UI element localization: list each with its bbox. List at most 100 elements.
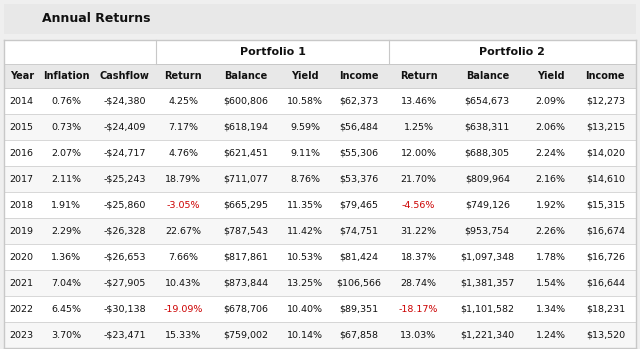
Text: 2.07%: 2.07% xyxy=(51,149,81,157)
Bar xyxy=(4,88,636,114)
Bar xyxy=(4,140,636,166)
Text: 2.29%: 2.29% xyxy=(51,227,81,236)
Text: 2022: 2022 xyxy=(10,304,34,313)
Text: -3.05%: -3.05% xyxy=(166,200,200,209)
Text: 2021: 2021 xyxy=(10,279,34,288)
Text: -$27,905: -$27,905 xyxy=(104,279,146,288)
Text: $1,221,340: $1,221,340 xyxy=(460,331,515,340)
Text: 4.76%: 4.76% xyxy=(168,149,198,157)
Text: 2023: 2023 xyxy=(10,331,34,340)
Text: 11.42%: 11.42% xyxy=(287,227,323,236)
Text: $13,215: $13,215 xyxy=(586,122,625,132)
Text: $106,566: $106,566 xyxy=(337,279,381,288)
Text: $13,520: $13,520 xyxy=(586,331,625,340)
Bar xyxy=(4,64,636,88)
Text: 2.06%: 2.06% xyxy=(536,122,566,132)
Text: 1.78%: 1.78% xyxy=(536,252,566,261)
Text: $809,964: $809,964 xyxy=(465,174,510,184)
Text: 12.00%: 12.00% xyxy=(401,149,436,157)
Text: $18,231: $18,231 xyxy=(586,304,625,313)
Text: $749,126: $749,126 xyxy=(465,200,510,209)
Text: Yield: Yield xyxy=(291,71,319,81)
Text: $89,351: $89,351 xyxy=(339,304,379,313)
Text: Income: Income xyxy=(586,71,625,81)
Text: -$26,653: -$26,653 xyxy=(104,252,146,261)
Text: 2.24%: 2.24% xyxy=(536,149,566,157)
Text: 1.36%: 1.36% xyxy=(51,252,81,261)
Text: 2.11%: 2.11% xyxy=(51,174,81,184)
Text: -$24,717: -$24,717 xyxy=(104,149,146,157)
Text: $618,194: $618,194 xyxy=(223,122,268,132)
Bar xyxy=(4,192,636,218)
Text: $16,644: $16,644 xyxy=(586,279,625,288)
Text: Cashflow: Cashflow xyxy=(100,71,150,81)
Text: 1.92%: 1.92% xyxy=(536,200,566,209)
Text: 11.35%: 11.35% xyxy=(287,200,323,209)
Text: 2018: 2018 xyxy=(10,200,34,209)
Text: 1.54%: 1.54% xyxy=(536,279,566,288)
Text: 8.76%: 8.76% xyxy=(290,174,320,184)
Text: 31.22%: 31.22% xyxy=(401,227,436,236)
Text: 1.25%: 1.25% xyxy=(403,122,433,132)
Text: $621,451: $621,451 xyxy=(223,149,268,157)
Text: -$25,243: -$25,243 xyxy=(104,174,146,184)
Text: -$24,409: -$24,409 xyxy=(104,122,146,132)
Text: $654,673: $654,673 xyxy=(465,97,510,105)
Text: $953,754: $953,754 xyxy=(465,227,510,236)
Text: 2019: 2019 xyxy=(10,227,34,236)
Bar xyxy=(156,40,388,64)
Text: -19.09%: -19.09% xyxy=(164,304,203,313)
Text: -$30,138: -$30,138 xyxy=(104,304,146,313)
Text: 18.37%: 18.37% xyxy=(401,252,436,261)
Text: $759,002: $759,002 xyxy=(223,331,268,340)
Bar xyxy=(388,40,636,64)
Text: 10.53%: 10.53% xyxy=(287,252,323,261)
Text: $711,077: $711,077 xyxy=(223,174,268,184)
Text: $67,858: $67,858 xyxy=(340,331,378,340)
Bar xyxy=(4,244,636,270)
Text: $1,101,582: $1,101,582 xyxy=(460,304,515,313)
Text: $53,376: $53,376 xyxy=(339,174,379,184)
Text: $787,543: $787,543 xyxy=(223,227,268,236)
Text: 3.70%: 3.70% xyxy=(51,331,81,340)
Text: 4.25%: 4.25% xyxy=(168,97,198,105)
Text: $14,020: $14,020 xyxy=(586,149,625,157)
Bar xyxy=(4,322,636,348)
Text: $1,381,357: $1,381,357 xyxy=(460,279,515,288)
Text: $16,674: $16,674 xyxy=(586,227,625,236)
Text: 10.58%: 10.58% xyxy=(287,97,323,105)
Bar xyxy=(4,348,636,349)
Text: 0.73%: 0.73% xyxy=(51,122,81,132)
Text: 2020: 2020 xyxy=(10,252,34,261)
Text: $79,465: $79,465 xyxy=(340,200,378,209)
Text: Year: Year xyxy=(10,71,34,81)
Text: 21.70%: 21.70% xyxy=(401,174,436,184)
Text: 1.34%: 1.34% xyxy=(536,304,566,313)
Text: 2016: 2016 xyxy=(10,149,34,157)
Text: $55,306: $55,306 xyxy=(339,149,379,157)
Bar xyxy=(4,166,636,192)
Text: $678,706: $678,706 xyxy=(223,304,268,313)
Text: 2.16%: 2.16% xyxy=(536,174,566,184)
Text: 15.33%: 15.33% xyxy=(165,331,202,340)
Text: 7.66%: 7.66% xyxy=(168,252,198,261)
Text: $1,097,348: $1,097,348 xyxy=(460,252,515,261)
Text: 0.76%: 0.76% xyxy=(51,97,81,105)
Text: 10.43%: 10.43% xyxy=(165,279,202,288)
Text: $12,273: $12,273 xyxy=(586,97,625,105)
Text: $81,424: $81,424 xyxy=(340,252,378,261)
Text: Return: Return xyxy=(400,71,437,81)
Text: Inflation: Inflation xyxy=(43,71,90,81)
Text: 10.14%: 10.14% xyxy=(287,331,323,340)
Text: -4.56%: -4.56% xyxy=(402,200,435,209)
Bar xyxy=(4,218,636,244)
Text: 13.46%: 13.46% xyxy=(401,97,436,105)
Text: 2.09%: 2.09% xyxy=(536,97,566,105)
Text: 18.79%: 18.79% xyxy=(165,174,202,184)
Text: 2017: 2017 xyxy=(10,174,34,184)
Text: 13.03%: 13.03% xyxy=(401,331,436,340)
Text: -$23,471: -$23,471 xyxy=(104,331,146,340)
Bar xyxy=(4,270,636,296)
Text: 1.24%: 1.24% xyxy=(536,331,566,340)
Text: $14,610: $14,610 xyxy=(586,174,625,184)
